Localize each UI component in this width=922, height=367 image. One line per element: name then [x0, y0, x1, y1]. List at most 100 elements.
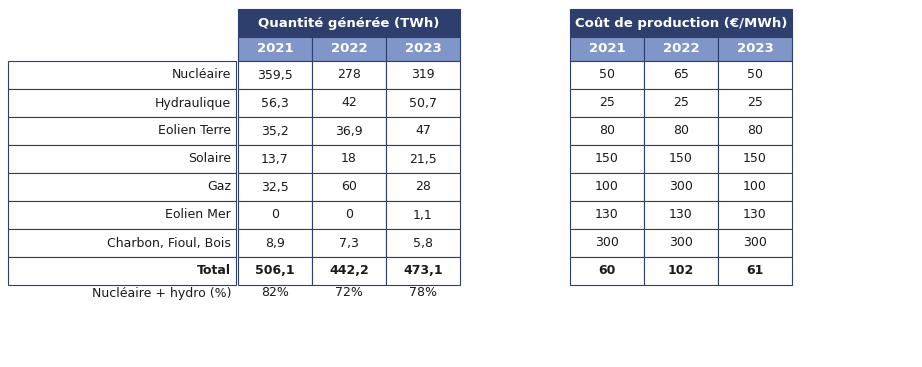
Bar: [8, 89, 236, 117]
Text: 50,7: 50,7: [409, 97, 437, 109]
Bar: [312, 145, 386, 173]
Bar: [570, 257, 644, 285]
Text: 56,3: 56,3: [261, 97, 289, 109]
Bar: [718, 61, 792, 89]
Bar: [570, 9, 792, 37]
Text: 130: 130: [595, 208, 619, 222]
Text: 13,7: 13,7: [261, 153, 289, 166]
Bar: [238, 201, 312, 229]
Text: 2021: 2021: [588, 43, 625, 55]
Bar: [312, 201, 386, 229]
Bar: [312, 89, 386, 117]
Text: 319: 319: [411, 69, 435, 81]
Bar: [644, 173, 718, 201]
Text: 2022: 2022: [663, 43, 699, 55]
Text: 300: 300: [595, 236, 619, 250]
Text: 80: 80: [599, 124, 615, 138]
Bar: [718, 145, 792, 173]
Text: 1,1: 1,1: [413, 208, 432, 222]
Bar: [570, 229, 644, 257]
Text: 65: 65: [673, 69, 689, 81]
Bar: [386, 89, 460, 117]
Bar: [718, 117, 792, 145]
Bar: [312, 229, 386, 257]
Bar: [312, 257, 386, 285]
Text: 130: 130: [743, 208, 767, 222]
Text: 7,3: 7,3: [339, 236, 359, 250]
Bar: [386, 117, 460, 145]
Bar: [718, 201, 792, 229]
Bar: [570, 37, 644, 61]
Text: 61: 61: [746, 265, 763, 277]
Bar: [238, 117, 312, 145]
Bar: [312, 173, 386, 201]
Bar: [312, 37, 386, 61]
Text: 25: 25: [599, 97, 615, 109]
Text: 2023: 2023: [737, 43, 774, 55]
Bar: [644, 89, 718, 117]
Bar: [644, 37, 718, 61]
Bar: [718, 89, 792, 117]
Bar: [238, 61, 312, 89]
Bar: [8, 145, 236, 173]
Bar: [238, 173, 312, 201]
Text: Eolien Terre: Eolien Terre: [158, 124, 231, 138]
Text: 60: 60: [341, 181, 357, 193]
Text: 35,2: 35,2: [261, 124, 289, 138]
Text: 60: 60: [598, 265, 616, 277]
Bar: [570, 89, 644, 117]
Bar: [718, 173, 792, 201]
Text: 150: 150: [743, 153, 767, 166]
Bar: [644, 201, 718, 229]
Bar: [238, 229, 312, 257]
Text: Gaz: Gaz: [207, 181, 231, 193]
Text: 278: 278: [337, 69, 361, 81]
Bar: [570, 201, 644, 229]
Bar: [718, 257, 792, 285]
Text: 21,5: 21,5: [409, 153, 437, 166]
Text: 36,9: 36,9: [336, 124, 363, 138]
Bar: [8, 117, 236, 145]
Text: 300: 300: [669, 181, 693, 193]
Text: 80: 80: [747, 124, 763, 138]
Bar: [238, 9, 460, 37]
Text: 473,1: 473,1: [403, 265, 443, 277]
Text: 130: 130: [669, 208, 692, 222]
Text: 2023: 2023: [405, 43, 442, 55]
Text: 18: 18: [341, 153, 357, 166]
Bar: [312, 61, 386, 89]
Bar: [386, 61, 460, 89]
Bar: [386, 145, 460, 173]
Text: 50: 50: [747, 69, 763, 81]
Bar: [644, 117, 718, 145]
Bar: [238, 145, 312, 173]
Text: 102: 102: [668, 265, 694, 277]
Text: Charbon, Fioul, Bois: Charbon, Fioul, Bois: [107, 236, 231, 250]
Text: 25: 25: [747, 97, 762, 109]
Bar: [644, 257, 718, 285]
Bar: [8, 257, 236, 285]
Text: Quantité générée (TWh): Quantité générée (TWh): [258, 17, 440, 29]
Text: 50: 50: [599, 69, 615, 81]
Text: 359,5: 359,5: [257, 69, 293, 81]
Text: 28: 28: [415, 181, 431, 193]
Text: 2021: 2021: [256, 43, 293, 55]
Text: 47: 47: [415, 124, 431, 138]
Text: 100: 100: [743, 181, 767, 193]
Text: 506,1: 506,1: [255, 265, 295, 277]
Bar: [386, 37, 460, 61]
Bar: [8, 201, 236, 229]
Bar: [8, 229, 236, 257]
Bar: [386, 201, 460, 229]
Bar: [312, 117, 386, 145]
Bar: [570, 61, 644, 89]
Bar: [8, 173, 236, 201]
Bar: [238, 257, 312, 285]
Text: Total: Total: [197, 265, 231, 277]
Text: Nucléaire: Nucléaire: [171, 69, 231, 81]
Text: 32,5: 32,5: [261, 181, 289, 193]
Bar: [570, 117, 644, 145]
Text: 82%: 82%: [261, 287, 289, 299]
Bar: [718, 37, 792, 61]
Text: 8,9: 8,9: [265, 236, 285, 250]
